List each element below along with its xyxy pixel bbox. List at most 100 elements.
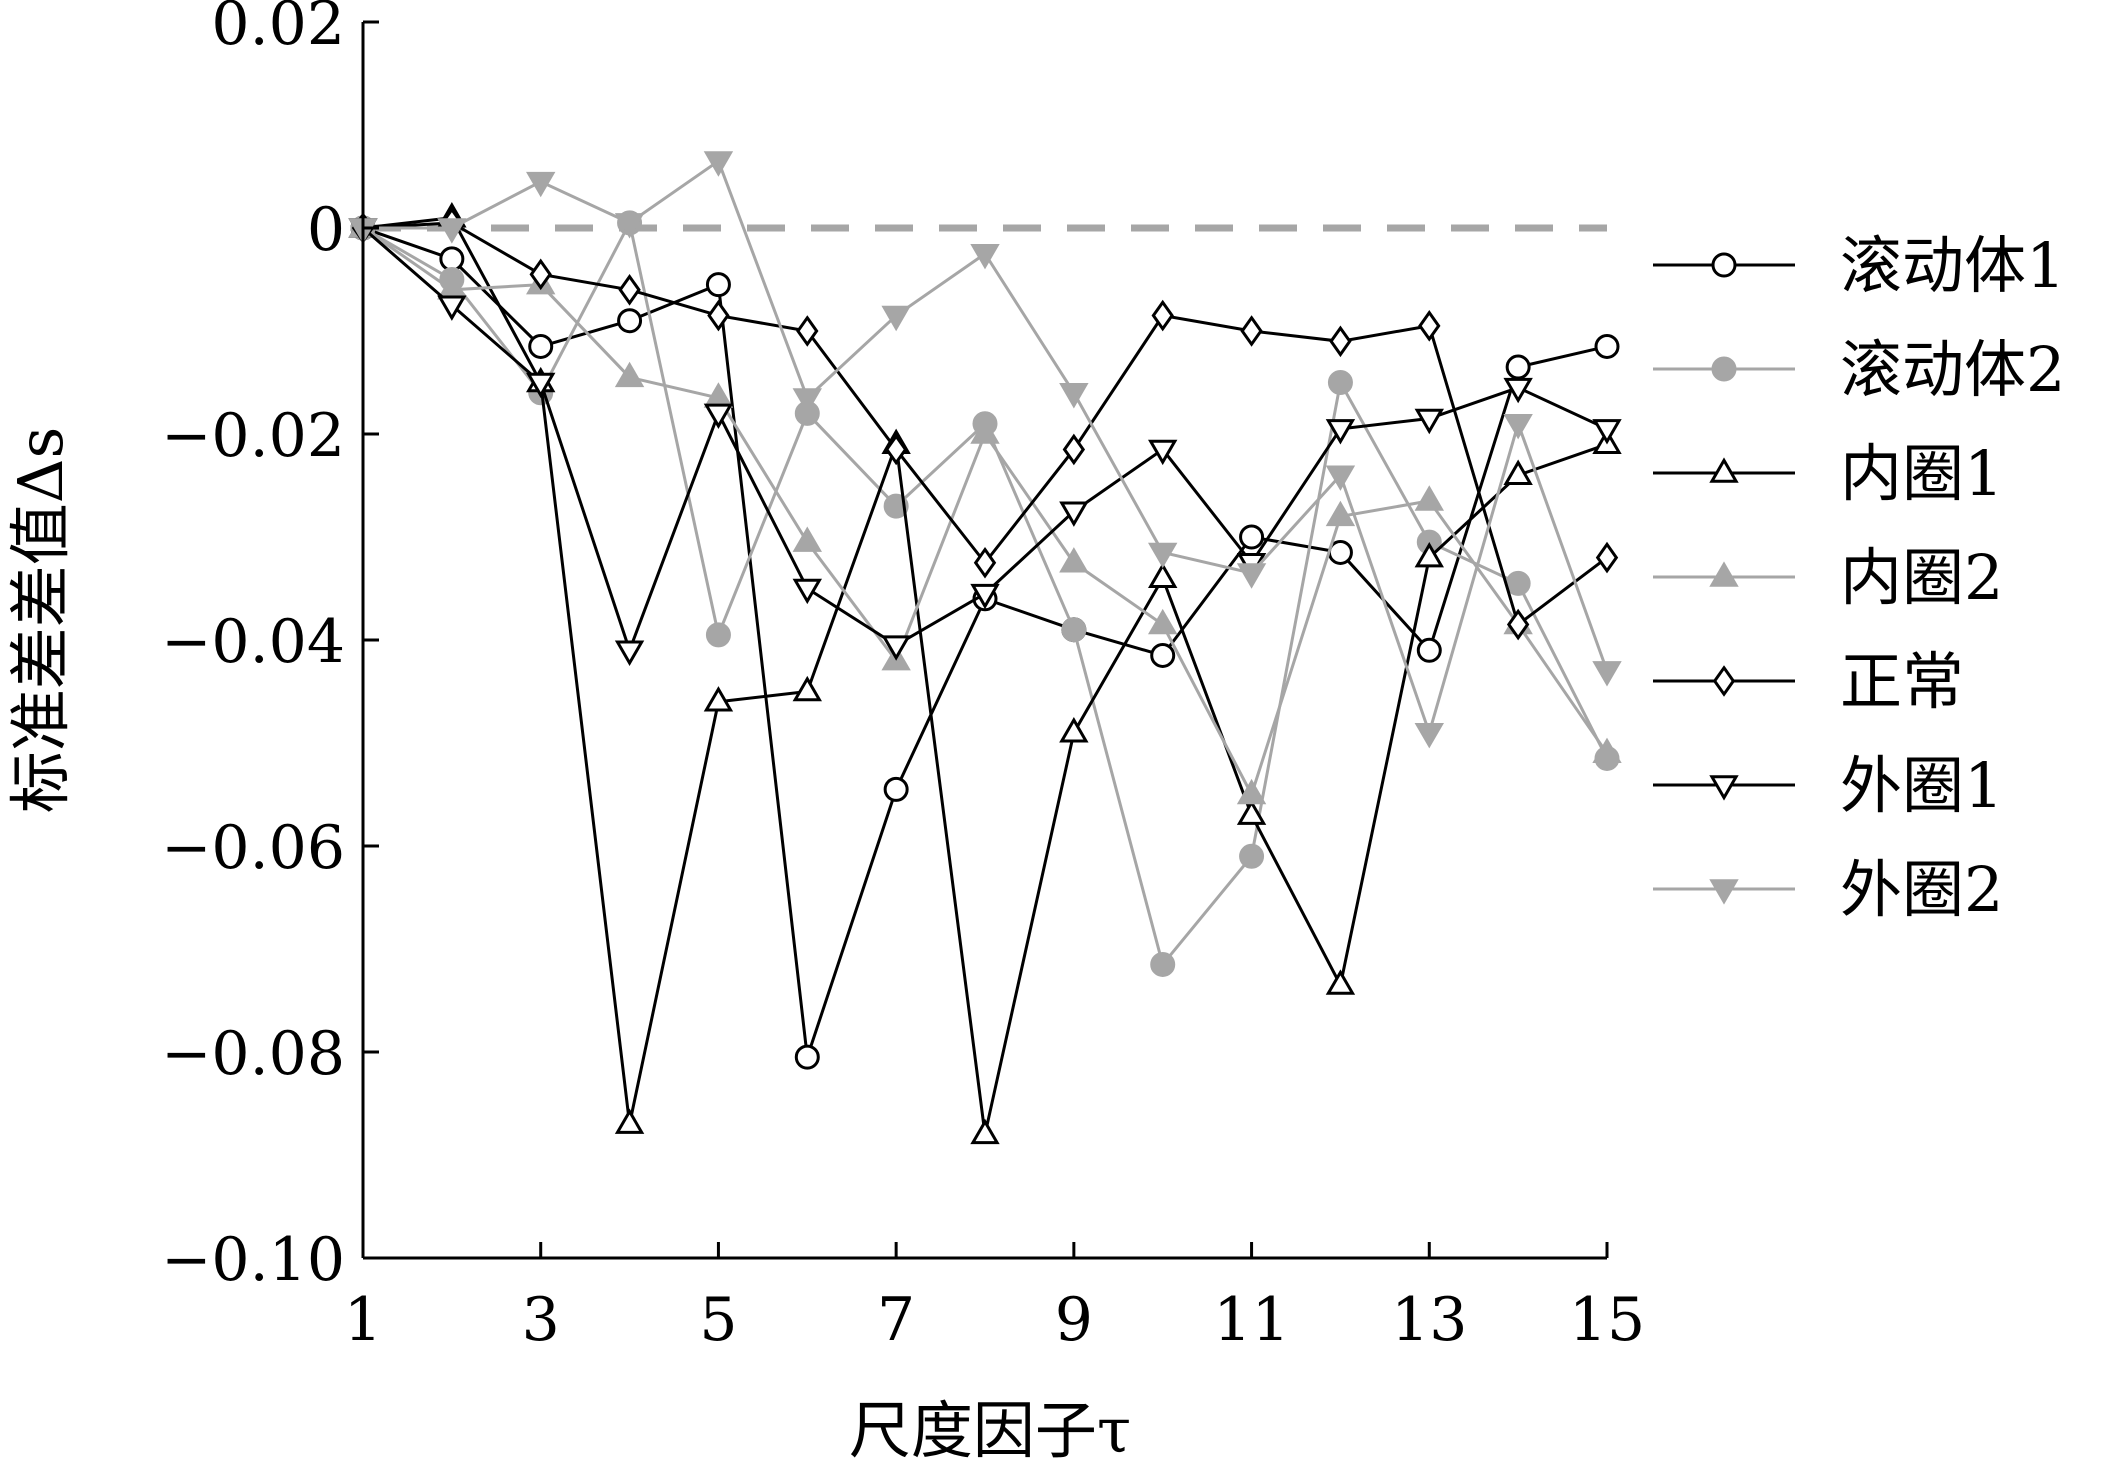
y-tick-label: 0.02 xyxy=(211,0,345,59)
legend-item: 滚动体2 xyxy=(1653,333,2065,406)
data-point xyxy=(1592,419,1622,445)
data-point xyxy=(881,305,911,332)
data-point xyxy=(970,418,1000,444)
data-point xyxy=(1239,843,1265,869)
y-tick-label: −0.06 xyxy=(161,813,345,883)
data-point xyxy=(437,218,467,244)
series-5 xyxy=(351,207,1619,641)
data-point xyxy=(614,361,645,388)
data-point xyxy=(970,244,1000,270)
data-point xyxy=(1148,439,1178,466)
legend-marker xyxy=(1709,561,1739,587)
data-point xyxy=(883,776,909,802)
legend-marker xyxy=(1711,356,1737,382)
data-point xyxy=(703,403,734,430)
data-point xyxy=(614,1108,645,1134)
legend-item: 内圈2 xyxy=(1653,541,2003,614)
y-tick-label: −0.10 xyxy=(161,1225,345,1295)
y-tick-label: 0 xyxy=(307,195,345,265)
plot-area xyxy=(348,151,1622,1145)
data-point xyxy=(526,372,556,399)
x-tick-label: 5 xyxy=(699,1285,737,1355)
legend-label: 外圈2 xyxy=(1840,853,2003,926)
data-point xyxy=(1506,608,1530,641)
data-point xyxy=(1592,737,1622,764)
data-point xyxy=(1236,799,1267,825)
data-point xyxy=(1418,310,1441,342)
data-point xyxy=(528,333,554,359)
legend-item: 内圈1 xyxy=(1653,437,2003,510)
legend-marker xyxy=(1711,252,1737,278)
series-3 xyxy=(348,202,1622,1145)
data-point xyxy=(705,272,731,298)
legend-label: 滚动体1 xyxy=(1840,229,2065,302)
legend-marker xyxy=(1712,665,1736,697)
data-point xyxy=(792,388,822,414)
data-point xyxy=(1148,562,1178,588)
data-point xyxy=(1503,377,1533,404)
x-tick-label: 15 xyxy=(1569,1285,1645,1355)
series-7 xyxy=(348,151,1622,749)
data-point xyxy=(1503,413,1533,440)
data-point xyxy=(1505,570,1531,596)
data-point xyxy=(618,274,641,306)
data-point xyxy=(881,635,911,661)
data-point xyxy=(792,578,822,605)
data-point xyxy=(1059,717,1089,743)
data-point xyxy=(1239,524,1265,550)
x-tick-label: 9 xyxy=(1055,1285,1093,1355)
data-point xyxy=(1416,637,1442,663)
legend-label: 内圈2 xyxy=(1840,541,2003,614)
x-tick-label: 13 xyxy=(1391,1285,1467,1355)
data-point xyxy=(1325,419,1356,445)
data-point xyxy=(792,675,822,702)
legend-marker xyxy=(1709,457,1739,483)
y-tick-label: −0.08 xyxy=(161,1019,345,1089)
data-point xyxy=(1062,433,1086,466)
data-point xyxy=(1505,354,1531,380)
data-point xyxy=(1595,541,1619,574)
data-point xyxy=(1059,383,1089,409)
y-axis-title: 标准差差值Δs xyxy=(4,427,77,814)
legend-label: 内圈1 xyxy=(1840,437,2003,510)
legend-item: 正常 xyxy=(1653,645,1964,718)
x-tick-label: 3 xyxy=(522,1285,560,1355)
data-point xyxy=(794,1044,820,1070)
data-point xyxy=(1148,608,1178,635)
data-point xyxy=(439,246,465,272)
legend-item: 外圈2 xyxy=(1653,853,2003,926)
data-point xyxy=(437,295,467,321)
data-point xyxy=(970,583,1000,610)
x-tick-label: 11 xyxy=(1213,1285,1289,1355)
x-tick-label: 7 xyxy=(877,1285,915,1355)
data-point xyxy=(1414,541,1444,568)
data-point xyxy=(1148,542,1178,569)
data-point xyxy=(703,151,734,177)
data-point xyxy=(1059,547,1089,573)
data-point xyxy=(1059,501,1089,527)
data-point xyxy=(1240,315,1263,347)
data-point xyxy=(884,433,908,466)
data-point xyxy=(526,171,556,198)
data-point xyxy=(1329,325,1352,358)
series-1 xyxy=(350,215,1620,1070)
data-point xyxy=(1327,370,1353,395)
data-point xyxy=(703,686,734,712)
data-point xyxy=(614,640,645,666)
data-point xyxy=(1594,333,1620,359)
data-point xyxy=(529,258,552,291)
axes: 0.020−0.02−0.04−0.06−0.08−0.101 3 5 7 9 11 13 1… xyxy=(161,0,1645,1355)
data-point xyxy=(973,546,997,579)
data-point xyxy=(707,299,730,332)
data-point xyxy=(1592,661,1622,687)
data-point xyxy=(1503,459,1533,485)
data-point xyxy=(1236,563,1267,589)
data-point xyxy=(1151,299,1174,332)
data-point xyxy=(1414,722,1444,749)
data-point xyxy=(970,1118,1000,1145)
data-point xyxy=(883,493,909,519)
x-tick-label: 1 xyxy=(344,1285,382,1355)
